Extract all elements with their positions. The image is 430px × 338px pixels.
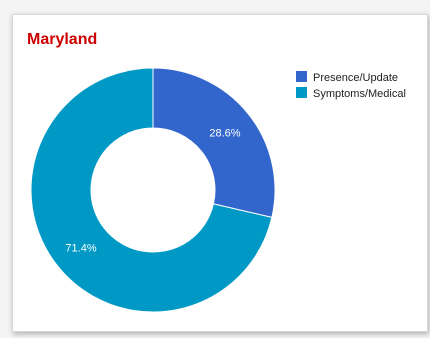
chart-title: Maryland <box>27 31 98 48</box>
slice-label-presence-update: 28.6% <box>209 128 240 140</box>
legend-label: Symptoms/Medical <box>313 88 406 100</box>
slice-symptoms-medical[interactable] <box>30 67 273 313</box>
legend-swatch <box>296 71 307 82</box>
legend-item-presence-update[interactable]: Presence/Update <box>296 71 398 84</box>
donut-chart: 28.6% 71.4% Presence/Update Symptoms/Medica… <box>30 67 406 313</box>
legend-label: Presence/Update <box>313 72 398 84</box>
slice-presence-update[interactable] <box>152 67 276 218</box>
slice-label-symptoms-medical: 71.4% <box>65 242 96 254</box>
legend-swatch <box>296 87 307 98</box>
legend-item-symptoms-medical[interactable]: Symptoms/Medical <box>296 87 406 100</box>
chart-card: Maryland 28.6% 71.4% Presence/Update Sympto… <box>12 14 428 332</box>
